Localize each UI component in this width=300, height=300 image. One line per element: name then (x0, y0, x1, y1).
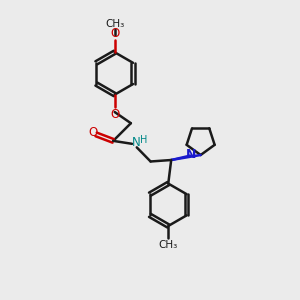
Text: N: N (131, 136, 140, 149)
Text: N: N (186, 148, 197, 161)
Text: CH₃: CH₃ (105, 19, 124, 29)
Text: O: O (110, 27, 119, 40)
Text: O: O (110, 108, 119, 121)
Text: CH₃: CH₃ (159, 239, 178, 250)
Text: O: O (88, 126, 97, 140)
Text: H: H (140, 135, 148, 145)
